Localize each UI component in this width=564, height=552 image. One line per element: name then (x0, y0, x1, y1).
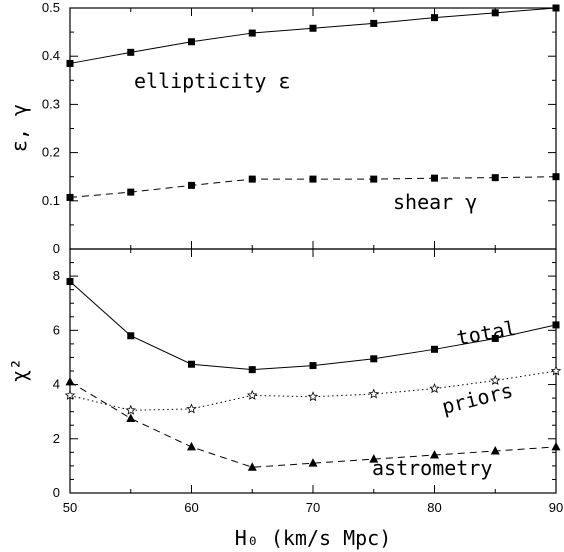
bottom-total-point (127, 332, 135, 340)
x-tick-label: 70 (306, 500, 320, 515)
top-ellipticity-point (248, 29, 256, 37)
top-shear-point (370, 175, 378, 183)
x-tick-label: 90 (549, 500, 563, 515)
top-shear-point (491, 174, 499, 182)
top-ellipticity-point (66, 59, 74, 67)
top-y-tick-label: 0.1 (42, 193, 60, 208)
bottom-astrometry-point (308, 458, 318, 467)
top-ellipticity-point (188, 38, 195, 46)
top-ellipticity-point (491, 9, 499, 17)
x-axis-title: H₀ (km/s Mpc) (235, 526, 392, 550)
top-shear-point (552, 173, 560, 181)
bottom-priors-point (186, 403, 197, 414)
bottom-total-point (188, 360, 195, 368)
bottom-astrometry-line (69, 381, 557, 468)
top-panel-frame (69, 7, 557, 250)
bottom-total-point (552, 321, 560, 329)
annotation-astrometry: astrometry (372, 456, 492, 480)
bottom-astrometry-point (430, 450, 439, 459)
bottom-total-point (431, 345, 438, 353)
top-ellipticity-point (552, 4, 560, 12)
bottom-total-point (370, 355, 378, 363)
bottom-priors-point (368, 388, 380, 399)
bottom-astrometry-point (65, 376, 75, 386)
bottom-astrometry-point (126, 413, 136, 422)
bottom-total-point (248, 366, 256, 374)
bottom-total-point (491, 334, 499, 342)
top-shear-point (431, 174, 438, 182)
annotation-shear: shear γ (393, 190, 477, 214)
annotation-ellipticity: ellipticity ε (134, 69, 291, 93)
bottom-y-tick-label: 6 (53, 322, 60, 337)
annotation-priors: priors (439, 378, 515, 419)
bottom-y-axis-title: χ² (7, 358, 31, 382)
x-tick-label: 80 (427, 500, 441, 515)
bottom-total-point (66, 278, 74, 286)
top-y-tick-label: 0.2 (42, 145, 60, 160)
bottom-astrometry-point (490, 445, 500, 455)
bottom-astrometry-point (551, 441, 561, 451)
top-ellipticity-point (309, 24, 317, 32)
bottom-astrometry-point (247, 462, 257, 471)
bottom-y-tick-label: 2 (53, 431, 60, 446)
bottom-astrometry-point (369, 454, 379, 463)
top-y-tick-label: 0 (53, 241, 60, 256)
bottom-astrometry-point (187, 441, 196, 451)
top-ellipticity-point (431, 14, 438, 22)
top-ellipticity-point (127, 48, 135, 56)
top-shear-point (188, 181, 195, 189)
top-ellipticity-line (69, 7, 557, 64)
top-y-tick-label: 0.5 (42, 0, 60, 15)
x-tick-label: 60 (184, 500, 198, 515)
top-shear-point (127, 188, 135, 196)
bottom-priors-point (125, 404, 137, 415)
bottom-priors-point (307, 391, 319, 402)
top-shear-point (248, 175, 256, 183)
bottom-y-tick-label: 0 (53, 485, 60, 500)
bottom-priors-point (489, 374, 501, 385)
x-tick-label: 50 (63, 500, 77, 515)
bottom-priors-point (64, 389, 76, 400)
bottom-y-tick-label: 4 (53, 377, 60, 392)
bottom-y-tick-label: 8 (53, 268, 60, 283)
bottom-priors-point (246, 389, 258, 400)
top-shear-point (66, 193, 74, 201)
annotation-total: total (455, 316, 518, 350)
top-y-axis-title: ε, γ (7, 104, 31, 152)
top-y-tick-label: 0.3 (42, 96, 60, 111)
top-ellipticity-point (370, 19, 378, 27)
top-y-tick-label: 0.4 (42, 48, 60, 63)
bottom-priors-point (429, 383, 440, 394)
bottom-priors-point (550, 365, 562, 376)
top-shear-point (309, 175, 317, 183)
bottom-total-point (309, 362, 317, 370)
